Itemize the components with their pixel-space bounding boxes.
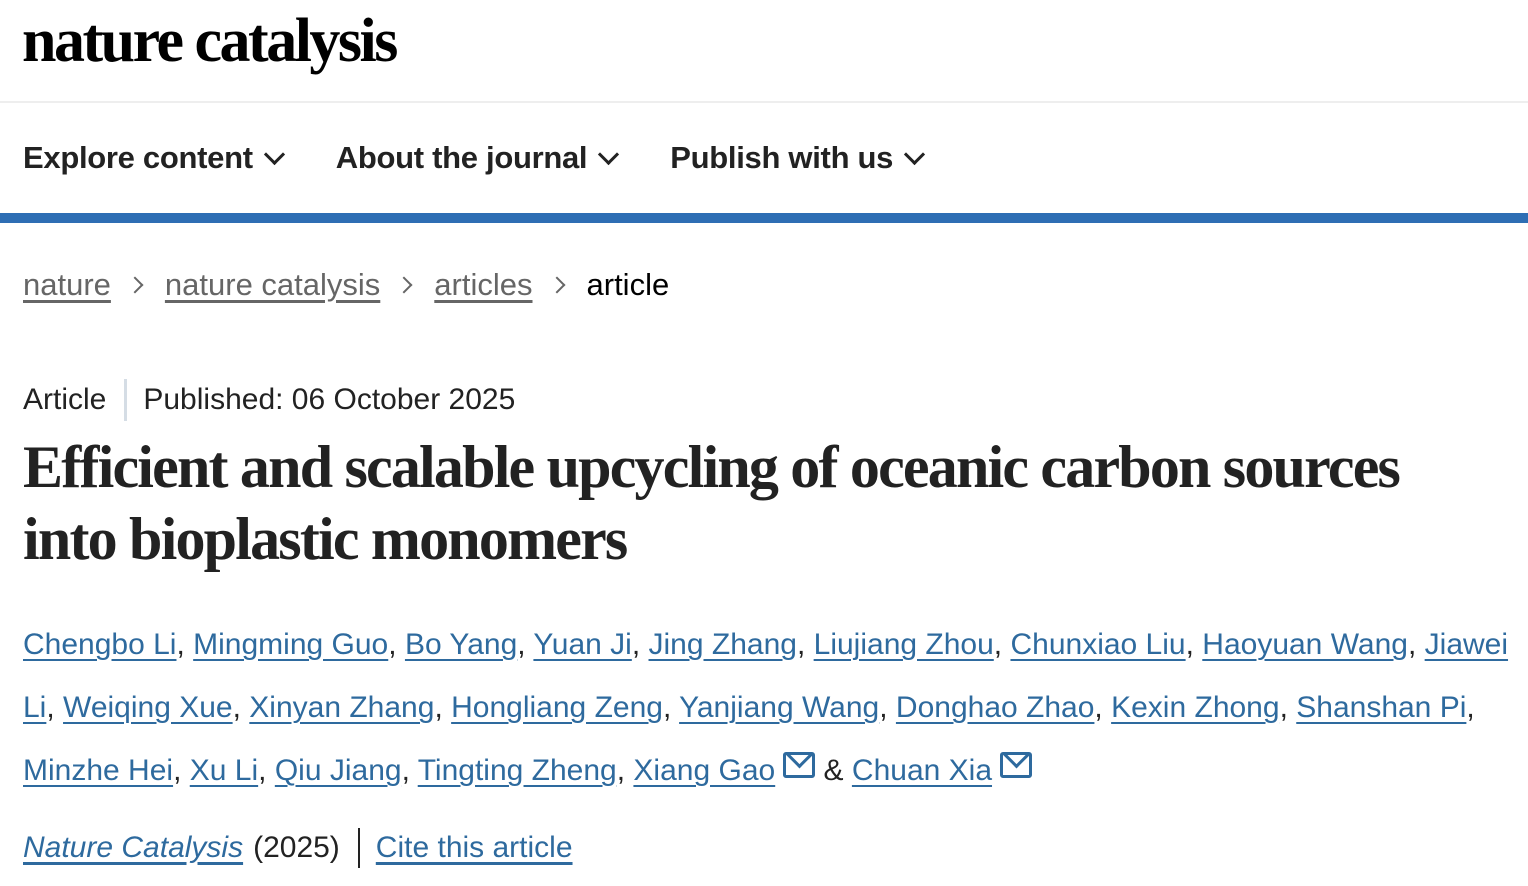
site-header: nature catalysis — [0, 0, 1528, 103]
separator: , — [662, 691, 672, 724]
author-link[interactable]: Xinyan Zhang — [249, 691, 435, 724]
breadcrumb-articles[interactable]: articles — [434, 267, 533, 302]
author-link[interactable]: Minzhe Hei — [23, 754, 174, 787]
breadcrumb: nature nature catalysis articles article — [0, 267, 1528, 303]
main-nav: Explore content About the journal Publis… — [0, 103, 1528, 223]
separator: , — [879, 691, 888, 724]
separator: , — [388, 628, 397, 661]
separator: , — [46, 691, 55, 724]
separator: , — [1279, 691, 1288, 724]
published-date: Published: 06 October 2025 — [143, 383, 516, 416]
author-link[interactable]: Yuan Ji — [533, 628, 632, 661]
author-link[interactable]: Mingming Guo — [193, 628, 389, 661]
chevron-down-icon — [598, 143, 620, 165]
author-link[interactable]: Chunxiao Liu — [1010, 628, 1186, 661]
nav-label: About the journal — [335, 140, 588, 175]
separator: , — [1185, 628, 1194, 661]
author-link[interactable]: Liujiang Zhou — [813, 628, 994, 661]
journal-logo[interactable]: nature catalysis — [22, 7, 398, 75]
nav-label: Explore content — [23, 140, 253, 175]
author-link[interactable]: Jiawei Li — [23, 628, 1509, 724]
email-icon[interactable] — [1000, 752, 1033, 778]
author-link[interactable]: Chuan Xia — [851, 754, 993, 787]
email-icon[interactable] — [783, 752, 816, 778]
author-link[interactable]: Xu Li — [189, 754, 259, 787]
separator: , — [616, 754, 626, 787]
author-link[interactable]: Tingting Zheng — [417, 754, 617, 787]
separator: , — [232, 691, 241, 724]
ampersand: & — [823, 754, 844, 787]
cite-article-link[interactable]: Cite this article — [375, 831, 573, 864]
author-link[interactable]: Shanshan Pi — [1296, 691, 1467, 724]
nav-publish-with-us[interactable]: Publish with us — [670, 140, 926, 176]
author-link[interactable]: Chengbo Li — [23, 628, 177, 661]
chevron-down-icon — [263, 143, 285, 165]
separator: , — [1094, 691, 1103, 724]
divider — [357, 828, 360, 868]
chevron-right-icon — [395, 276, 413, 294]
author-link[interactable]: Qiu Jiang — [274, 754, 402, 787]
breadcrumb-current: article — [586, 267, 670, 302]
separator: , — [258, 754, 267, 787]
author-link[interactable]: Bo Yang — [404, 628, 518, 661]
author-link[interactable]: Jing Zhang — [648, 628, 797, 661]
separator: , — [176, 628, 185, 661]
citation-line: Nature Catalysis (2025) Cite this articl… — [0, 828, 1528, 868]
breadcrumb-nature[interactable]: nature — [23, 267, 111, 302]
article-meta: Article Published: 06 October 2025 — [0, 379, 1528, 421]
author-link[interactable]: Xiang Gao — [633, 754, 776, 787]
author-link[interactable]: Kexin Zhong — [1111, 691, 1280, 724]
separator: , — [517, 628, 526, 661]
chevron-right-icon — [126, 276, 144, 294]
journal-link[interactable]: Nature Catalysis — [23, 831, 244, 864]
separator: , — [401, 754, 410, 787]
breadcrumb-nature-catalysis[interactable]: nature catalysis — [164, 267, 381, 302]
separator: , — [993, 628, 1003, 661]
author-link[interactable]: Haoyuan Wang — [1202, 628, 1408, 661]
nav-label: Publish with us — [670, 140, 894, 175]
nav-about-journal[interactable]: About the journal — [335, 140, 620, 176]
divider — [124, 379, 128, 421]
nav-explore-content[interactable]: Explore content — [23, 140, 285, 176]
publication-year: (2025) — [253, 831, 340, 864]
author-link[interactable]: Weiqing Xue — [63, 691, 233, 724]
separator: , — [631, 628, 641, 661]
chevron-down-icon — [903, 143, 926, 165]
separator: , — [173, 754, 182, 787]
author-link[interactable]: Donghao Zhao — [895, 691, 1095, 724]
article-title: Efficient and scalable upcycling of ocea… — [23, 434, 1401, 572]
separator: , — [796, 628, 806, 661]
separator: , — [434, 691, 443, 724]
author-list: Chengbo Li, Mingming Guo, Bo Yang, Yuan … — [23, 613, 1523, 802]
article-type: Article — [23, 383, 107, 416]
chevron-right-icon — [548, 276, 565, 294]
author-link[interactable]: Hongliang Zeng — [451, 691, 663, 724]
separator: , — [1466, 691, 1475, 724]
separator: , — [1407, 628, 1417, 661]
author-link[interactable]: Yanjiang Wang — [679, 691, 880, 724]
